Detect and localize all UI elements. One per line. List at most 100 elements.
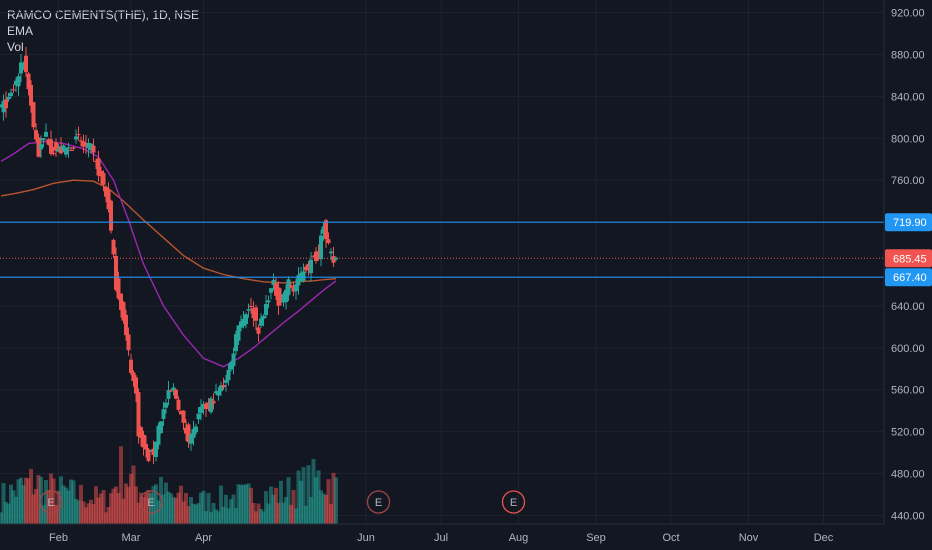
candle-body <box>224 380 228 383</box>
candle <box>66 142 71 158</box>
price-tick-label: 640.00 <box>891 301 925 313</box>
candle <box>109 199 113 234</box>
volume-bar <box>321 493 326 524</box>
candle-body <box>151 448 156 456</box>
candle <box>301 263 306 283</box>
candle <box>24 46 28 77</box>
volume-bar <box>239 485 243 524</box>
volume-bar <box>69 479 73 524</box>
volume-bar <box>109 493 113 524</box>
candle-body <box>96 158 101 176</box>
volume-bar <box>286 477 291 524</box>
candle <box>266 295 271 309</box>
candle-body <box>171 387 176 391</box>
candle-body <box>219 385 223 392</box>
volume-bar <box>189 497 193 524</box>
time-tick-label: Nov <box>739 532 759 544</box>
candle-body <box>264 303 268 316</box>
candle <box>224 374 228 392</box>
candle <box>54 138 58 157</box>
candle-body <box>106 190 111 210</box>
candle-body <box>1 100 6 113</box>
candle-body <box>204 403 208 410</box>
candle <box>199 399 203 421</box>
volume-bar <box>29 468 33 524</box>
time-tick-label: Jun <box>357 532 375 544</box>
candle-body <box>289 285 293 288</box>
candle <box>161 401 166 426</box>
candle <box>211 393 216 410</box>
candle <box>286 276 291 302</box>
candle-body <box>254 307 258 321</box>
candle-body <box>89 143 93 151</box>
time-axis-background <box>0 524 932 550</box>
candle-body <box>199 406 203 413</box>
candle <box>154 441 158 462</box>
candle <box>74 129 78 144</box>
candle-body <box>141 434 146 448</box>
candle-body <box>249 306 253 308</box>
ema-indicator-label[interactable]: EMA <box>7 24 34 38</box>
volume-bar <box>179 485 183 524</box>
candle <box>284 284 288 310</box>
candle <box>11 84 16 93</box>
volume-bar <box>276 502 281 524</box>
candle-body <box>294 284 298 292</box>
volume-bar <box>311 458 316 524</box>
candle <box>76 126 81 141</box>
candle-body <box>84 143 88 146</box>
volume-bar <box>159 476 163 524</box>
volume-bar <box>224 494 228 524</box>
volume-bar <box>289 504 293 524</box>
candle-body <box>79 140 83 142</box>
candle-body <box>129 359 133 373</box>
volume-indicator-label[interactable]: Vol <box>7 40 24 54</box>
volume-bar <box>284 497 288 524</box>
candle <box>296 267 301 295</box>
candle <box>324 218 328 248</box>
candle-body <box>321 226 326 234</box>
candle <box>231 347 236 375</box>
candle-body <box>284 289 288 303</box>
volume-bar <box>151 486 156 524</box>
earnings-icon <box>39 490 63 514</box>
volume-bar <box>299 480 303 524</box>
candle <box>124 309 128 341</box>
volume-bar <box>46 489 51 524</box>
candle <box>14 77 18 92</box>
volume-bar <box>14 496 18 524</box>
time-tick-label: Mar <box>122 532 141 544</box>
candle-body <box>124 314 128 336</box>
candle <box>149 449 153 452</box>
candle-body <box>11 89 16 91</box>
candle-body <box>94 160 98 162</box>
candle <box>26 72 31 96</box>
candle <box>256 324 261 342</box>
candle <box>221 377 226 390</box>
volume-bar <box>129 473 133 524</box>
candle-body <box>279 297 283 301</box>
candle-body <box>179 410 183 415</box>
candle-body <box>326 239 331 244</box>
candle <box>236 325 241 346</box>
candle <box>249 297 253 314</box>
volume-bar <box>99 493 103 524</box>
price-tag-box <box>885 249 932 268</box>
volume-bar <box>89 499 93 524</box>
candle-body <box>229 362 233 370</box>
volume-bar <box>124 483 128 524</box>
volume-bar <box>246 483 251 524</box>
candle-body <box>166 390 171 399</box>
candle <box>264 295 268 319</box>
candle <box>189 433 193 451</box>
candle <box>49 130 53 156</box>
candle <box>136 388 141 444</box>
symbol-title[interactable]: RAMCO CEMENTS(THE), 1D, NSE <box>7 8 200 22</box>
last-price-tag: 685.45 <box>885 249 932 268</box>
candle-body <box>191 428 196 438</box>
volume-bar <box>219 485 223 524</box>
candle <box>204 402 208 417</box>
volume-bar <box>146 489 151 524</box>
candle-body <box>36 137 41 157</box>
